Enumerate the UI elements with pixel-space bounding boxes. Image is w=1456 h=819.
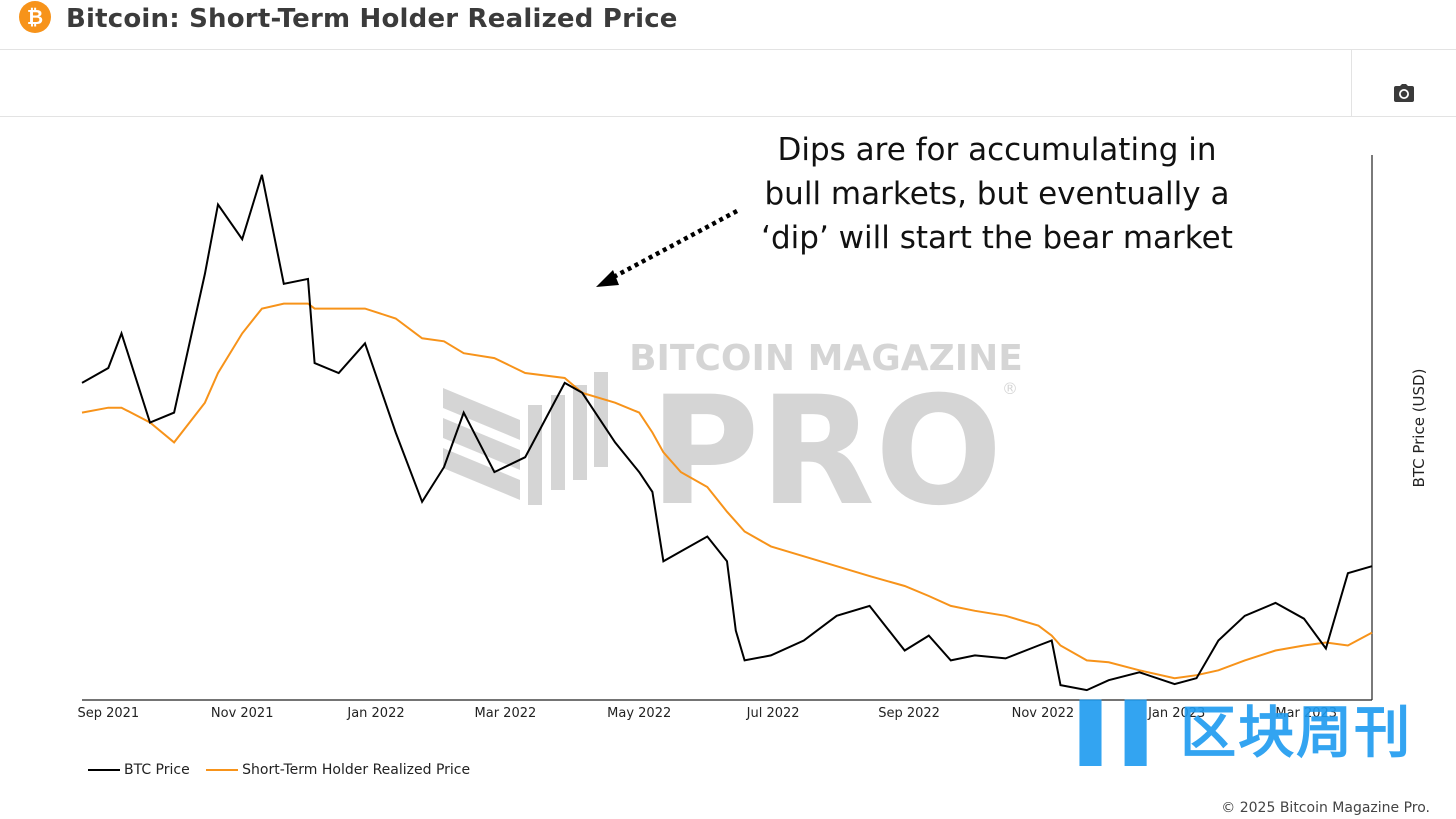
cn-watermark-logo-icon: ▌▌ (1080, 701, 1171, 766)
annotation-text: Dips are for accumulating in bull market… (752, 128, 1242, 260)
legend-label-sth: Short-Term Holder Realized Price (242, 762, 471, 778)
header: ₿ Bitcoin: Short-Term Holder Realized Pr… (0, 0, 1456, 50)
camera-icon[interactable] (1393, 83, 1415, 103)
legend-swatch-sth (206, 769, 239, 771)
sth-realized-price-line (81, 302, 1373, 680)
x-tick-label: Jul 2022 (746, 706, 800, 721)
legend-item-sth[interactable]: Short-Term Holder Realized Price (206, 762, 470, 778)
watermark-top: BITCOIN MAGAZINE (629, 338, 1023, 379)
btc-price-line (81, 174, 1373, 692)
toolbar-divider (1351, 50, 1352, 116)
x-tick-label: Sep 2022 (878, 706, 940, 721)
watermark: BITCOIN MAGAZINE PRO ® (443, 338, 1023, 539)
annotation-line-3: ‘dip’ will start the bear market (761, 220, 1233, 256)
x-tick-label: Sep 2021 (77, 706, 139, 721)
legend-swatch-btc (88, 769, 120, 771)
y-axis-label: BTC Price (USD) (1410, 368, 1428, 488)
annotation-line-2: bull markets, but eventually a (764, 176, 1230, 212)
annotation-line-1: Dips are for accumulating in (777, 132, 1217, 168)
watermark-candles-icon (443, 372, 608, 505)
x-tick-label: Jan 2023 (1147, 706, 1205, 721)
page-title: Bitcoin: Short-Term Holder Realized Pric… (66, 4, 678, 34)
annotation-arrow-head (596, 270, 619, 287)
copyright: © 2025 Bitcoin Magazine Pro. (1221, 800, 1430, 816)
bitcoin-logo-icon: ₿ (19, 1, 51, 33)
chart-toolbar (0, 50, 1456, 117)
x-tick-label: May 2022 (607, 706, 671, 721)
x-tick-label: Jan 2022 (346, 706, 404, 721)
x-tick-label: Nov 2021 (211, 706, 274, 721)
x-tick-label: Mar 2023 (1275, 706, 1337, 721)
x-ticks: Sep 2021 Nov 2021 Jan 2022 Mar 2022 May 2022… (77, 706, 1337, 721)
x-tick-label: Mar 2022 (475, 706, 537, 721)
legend-item-btc[interactable]: BTC Price (88, 762, 190, 778)
legend-label-btc: BTC Price (124, 762, 190, 778)
annotation-arrow-line (606, 209, 739, 282)
x-tick-label: Nov 2022 (1012, 706, 1075, 721)
cn-watermark-text: 区块周刊 (1180, 701, 1413, 766)
watermark-mark: ® (1002, 379, 1018, 398)
cn-watermark: ▌▌ 区块周刊 (1080, 688, 1412, 769)
chart-legend: BTC Price Short-Term Holder Realized Pri… (88, 762, 482, 778)
watermark-main: PRO (650, 365, 1003, 539)
